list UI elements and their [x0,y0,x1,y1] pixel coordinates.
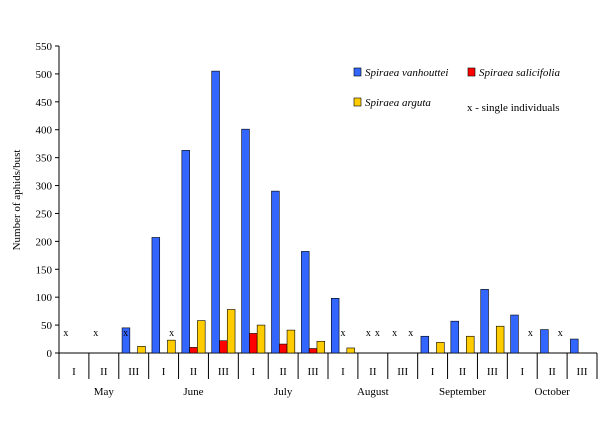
y-axis-label: Number of aphids/bust [11,150,23,251]
bar [167,339,176,354]
legend: Spiraea vanhouttei Spiraea salicifolia Spi… [353,67,560,114]
bar [181,150,190,354]
single-individual-mark: x [558,328,563,339]
x-tick-label: I [162,366,166,378]
bar [308,348,318,354]
bar [316,340,326,354]
bar [137,345,146,354]
x-tick-label: I [341,366,345,378]
x-tick-label: II [459,366,467,378]
legend-label: Spiraea salicifolia [479,67,560,79]
axes [58,46,598,379]
y-tick-label: 350 [36,153,53,165]
month-label: July [274,386,293,398]
bar [189,347,198,354]
y-tick-label: 150 [36,264,53,276]
y-tick-label: 250 [36,208,53,220]
legend-label: Spiraea arguta [365,97,431,109]
x-tick-label: II [280,366,288,378]
month-label: October [534,386,570,398]
month-label: May [94,386,115,398]
bar [286,329,296,354]
bar [480,289,489,354]
x-tick-label: III [308,366,319,378]
bar [271,190,280,354]
y-tick-label: 50 [41,320,53,332]
x-tick-label: II [369,366,377,378]
bar [330,297,340,354]
month-label: June [183,386,203,398]
legend-annotation: x - single individuals [467,102,560,114]
x-tick-label: III [128,366,139,378]
y-ticks: 0 50 100 150 200 250 300 350 400 450 500 550 [36,41,59,360]
bar [226,309,236,354]
single-individual-mark: x [123,328,128,339]
bar [278,343,288,354]
legend-swatch [467,67,476,77]
bar [211,70,220,354]
bar [151,237,161,354]
x-tick-label: I [251,366,255,378]
y-tick-label: 500 [36,69,53,81]
y-tick-label: 0 [47,348,53,360]
bar [570,338,579,354]
single-individual-mark: x [340,328,345,339]
legend-label: Spiraea vanhouttei [365,67,448,79]
y-tick-label: 200 [36,236,53,248]
single-individual-mark: x [366,328,371,339]
single-individual-mark: x [93,328,98,339]
month-label: September [439,386,486,398]
x-tick-label: I [520,366,524,378]
x-tick-label: III [577,366,588,378]
x-tick-label: II [100,366,108,378]
bar [540,329,549,354]
x-tick-label: III [218,366,229,378]
bar [256,324,266,354]
bar [249,333,258,354]
legend-swatch [353,97,362,107]
single-individual-mark: x [169,328,174,339]
bar [450,320,459,354]
y-tick-label: 550 [36,41,53,53]
x-tick-label: III [487,366,498,378]
bar [420,335,430,354]
bar [466,335,475,354]
y-tick-label: 100 [36,292,53,304]
x-tick-label: I [72,366,76,378]
x-tick-label: III [397,366,408,378]
y-tick-label: 300 [36,181,53,193]
single-individual-mark: x [408,328,413,339]
bar [510,314,519,354]
y-tick-label: 450 [36,97,53,109]
single-individual-mark: x [392,328,397,339]
bar [301,251,310,354]
month-labels: May June July August September October [94,386,570,398]
x-tick-label: I [431,366,435,378]
bar [346,347,355,354]
y-axis-label-group: Number of aphids/bust [11,150,23,251]
bars [121,70,579,354]
y-tick-label: 400 [36,125,53,137]
legend-swatch [353,67,362,77]
bar [219,340,228,354]
single-individual-mark: x [375,328,380,339]
single-individual-mark: x [63,328,68,339]
x-tick-label: II [190,366,198,378]
bar [436,342,445,354]
bar [121,327,131,354]
bar [495,325,505,354]
bar [241,128,250,354]
x-tick-labels: I II III I II III I II III I II III I II III I II III [72,366,588,378]
x-tick-label: II [549,366,557,378]
single-individual-mark: x [528,328,533,339]
bar [197,320,206,354]
month-label: August [357,386,389,398]
